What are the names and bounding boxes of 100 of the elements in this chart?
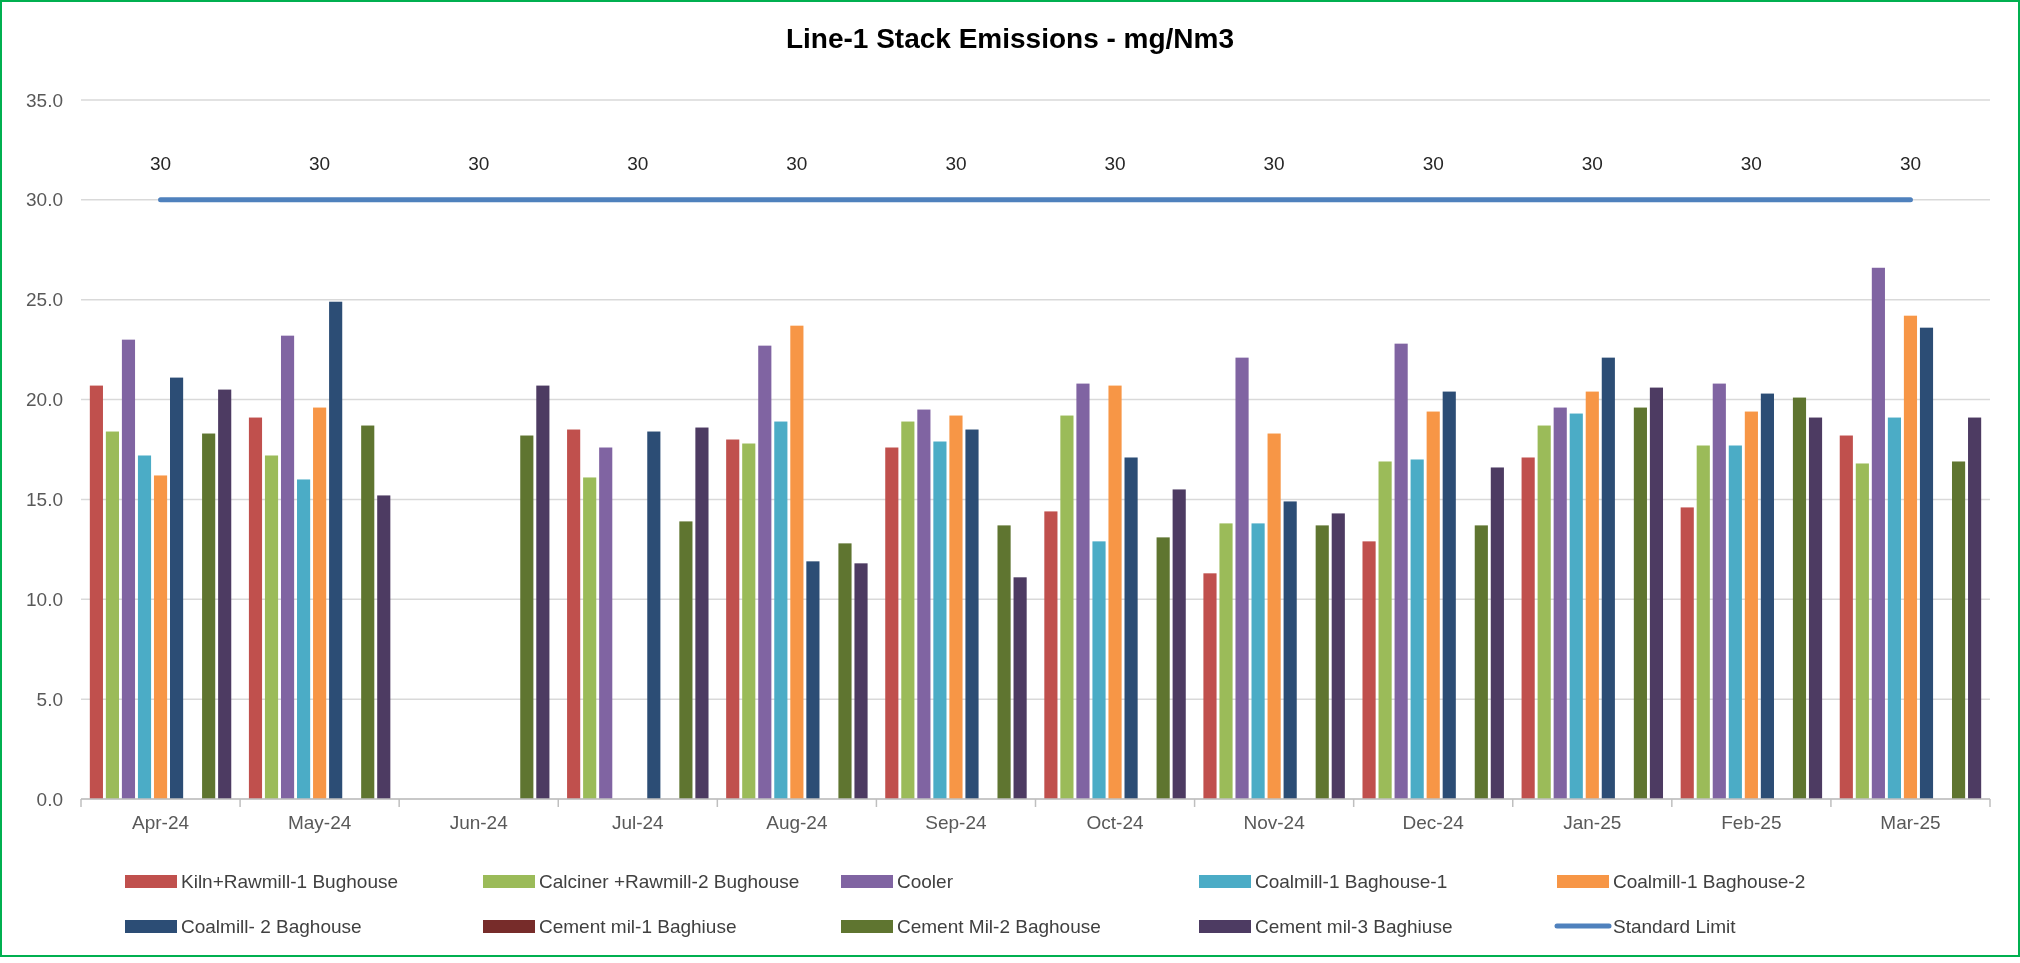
legend-label: Cement Mil-2 Baghouse [897, 915, 1101, 937]
bar [1108, 385, 1122, 799]
bar [901, 421, 915, 799]
data-label: 30 [627, 152, 649, 174]
bar [1426, 411, 1440, 799]
bar [1331, 513, 1345, 799]
x-tick-label: Jan-25 [1563, 812, 1622, 833]
bar [1235, 357, 1249, 799]
bar [567, 429, 581, 799]
legend-label: Cement mil-1 Baghiuse [539, 915, 737, 937]
x-tick-label: Aug-24 [766, 812, 828, 833]
data-label: 30 [945, 152, 967, 174]
bar [1076, 383, 1090, 799]
bar [774, 421, 788, 799]
y-tick-label: 35.0 [26, 89, 63, 111]
bar [1219, 523, 1233, 799]
bar [1203, 573, 1217, 799]
bar [1521, 457, 1535, 799]
bar [264, 455, 279, 799]
bar [1172, 489, 1186, 799]
bar [917, 409, 931, 799]
bar [1092, 541, 1106, 799]
bar [1474, 525, 1488, 799]
bar [1156, 537, 1170, 799]
bar [854, 563, 868, 799]
bar [1903, 315, 1918, 799]
legend-label: Coalmill-1 Baghouse-1 [1255, 870, 1448, 892]
bar [313, 407, 327, 799]
bar [153, 475, 168, 799]
x-tick-label: Jul-24 [611, 812, 665, 833]
x-tick-label: Feb-25 [1721, 812, 1782, 833]
bar [1362, 541, 1376, 799]
bar [726, 439, 740, 799]
y-tick-label: 20.0 [26, 389, 63, 411]
bar [329, 301, 343, 799]
x-tick-label: May-24 [287, 812, 352, 833]
legend-label: Standard Limit [1613, 915, 1737, 937]
bar [599, 447, 613, 799]
x-tick-label: Apr-24 [132, 812, 190, 833]
x-tick-label: Oct-24 [1086, 812, 1144, 833]
bar [1442, 391, 1456, 799]
bar [1760, 393, 1774, 799]
bar [1013, 577, 1027, 799]
bar [965, 429, 979, 799]
bar [1537, 425, 1551, 799]
bar [1871, 267, 1885, 799]
bar [949, 415, 963, 799]
legend-label: Cooler [897, 870, 954, 892]
bar [361, 425, 375, 799]
legend-label: Coalmill-1 Baghouse-2 [1613, 870, 1806, 892]
bar [280, 335, 295, 799]
bar [121, 339, 136, 799]
x-tick-label: Jun-24 [449, 812, 509, 833]
chart-title: Line-1 Stack Emissions - mg/Nm3 [785, 23, 1235, 54]
bar [997, 525, 1011, 799]
bar [1410, 459, 1424, 799]
bar [1968, 417, 1982, 799]
x-tick-label: Nov-24 [1243, 812, 1306, 833]
bar [202, 433, 216, 799]
bar [758, 345, 772, 799]
data-label: 30 [1104, 152, 1126, 174]
bar [1919, 327, 1934, 799]
bar [838, 543, 852, 799]
bar [520, 435, 534, 799]
y-tick-label: 0.0 [36, 788, 63, 810]
bar [536, 385, 550, 799]
bar [583, 477, 597, 799]
bar [1124, 457, 1138, 799]
data-label: 30 [1740, 152, 1762, 174]
bar [1283, 501, 1297, 799]
bar [790, 325, 804, 799]
bar [1839, 435, 1853, 799]
data-label: 30 [786, 152, 808, 174]
bar [742, 443, 756, 799]
bar [1696, 445, 1710, 799]
y-tick-label: 5.0 [36, 688, 63, 710]
y-tick-label: 10.0 [26, 588, 63, 610]
x-tick-label: Sep-24 [925, 812, 988, 833]
y-tick-label: 25.0 [26, 289, 63, 311]
bar [1808, 417, 1823, 799]
bar [1792, 397, 1807, 799]
x-tick-label: Mar-25 [1880, 812, 1941, 833]
bar [1394, 343, 1408, 799]
bar [1633, 407, 1647, 799]
legend-label: Calciner +Rawmill-2 Bughouse [539, 870, 800, 892]
bar [1315, 525, 1329, 799]
data-label: 30 [1263, 152, 1285, 174]
bar [647, 431, 661, 799]
bar [1855, 463, 1869, 799]
legend-label: Kiln+Rawmill-1 Bughouse [181, 870, 399, 892]
bar [695, 427, 709, 799]
bar [170, 377, 184, 799]
x-tick-label: Dec-24 [1402, 812, 1465, 833]
bar [1060, 415, 1074, 799]
bar [885, 447, 899, 799]
bar [1044, 511, 1058, 799]
bar [1728, 445, 1742, 799]
bar [1378, 461, 1392, 799]
data-label: 30 [309, 152, 331, 174]
bar [1887, 417, 1901, 799]
